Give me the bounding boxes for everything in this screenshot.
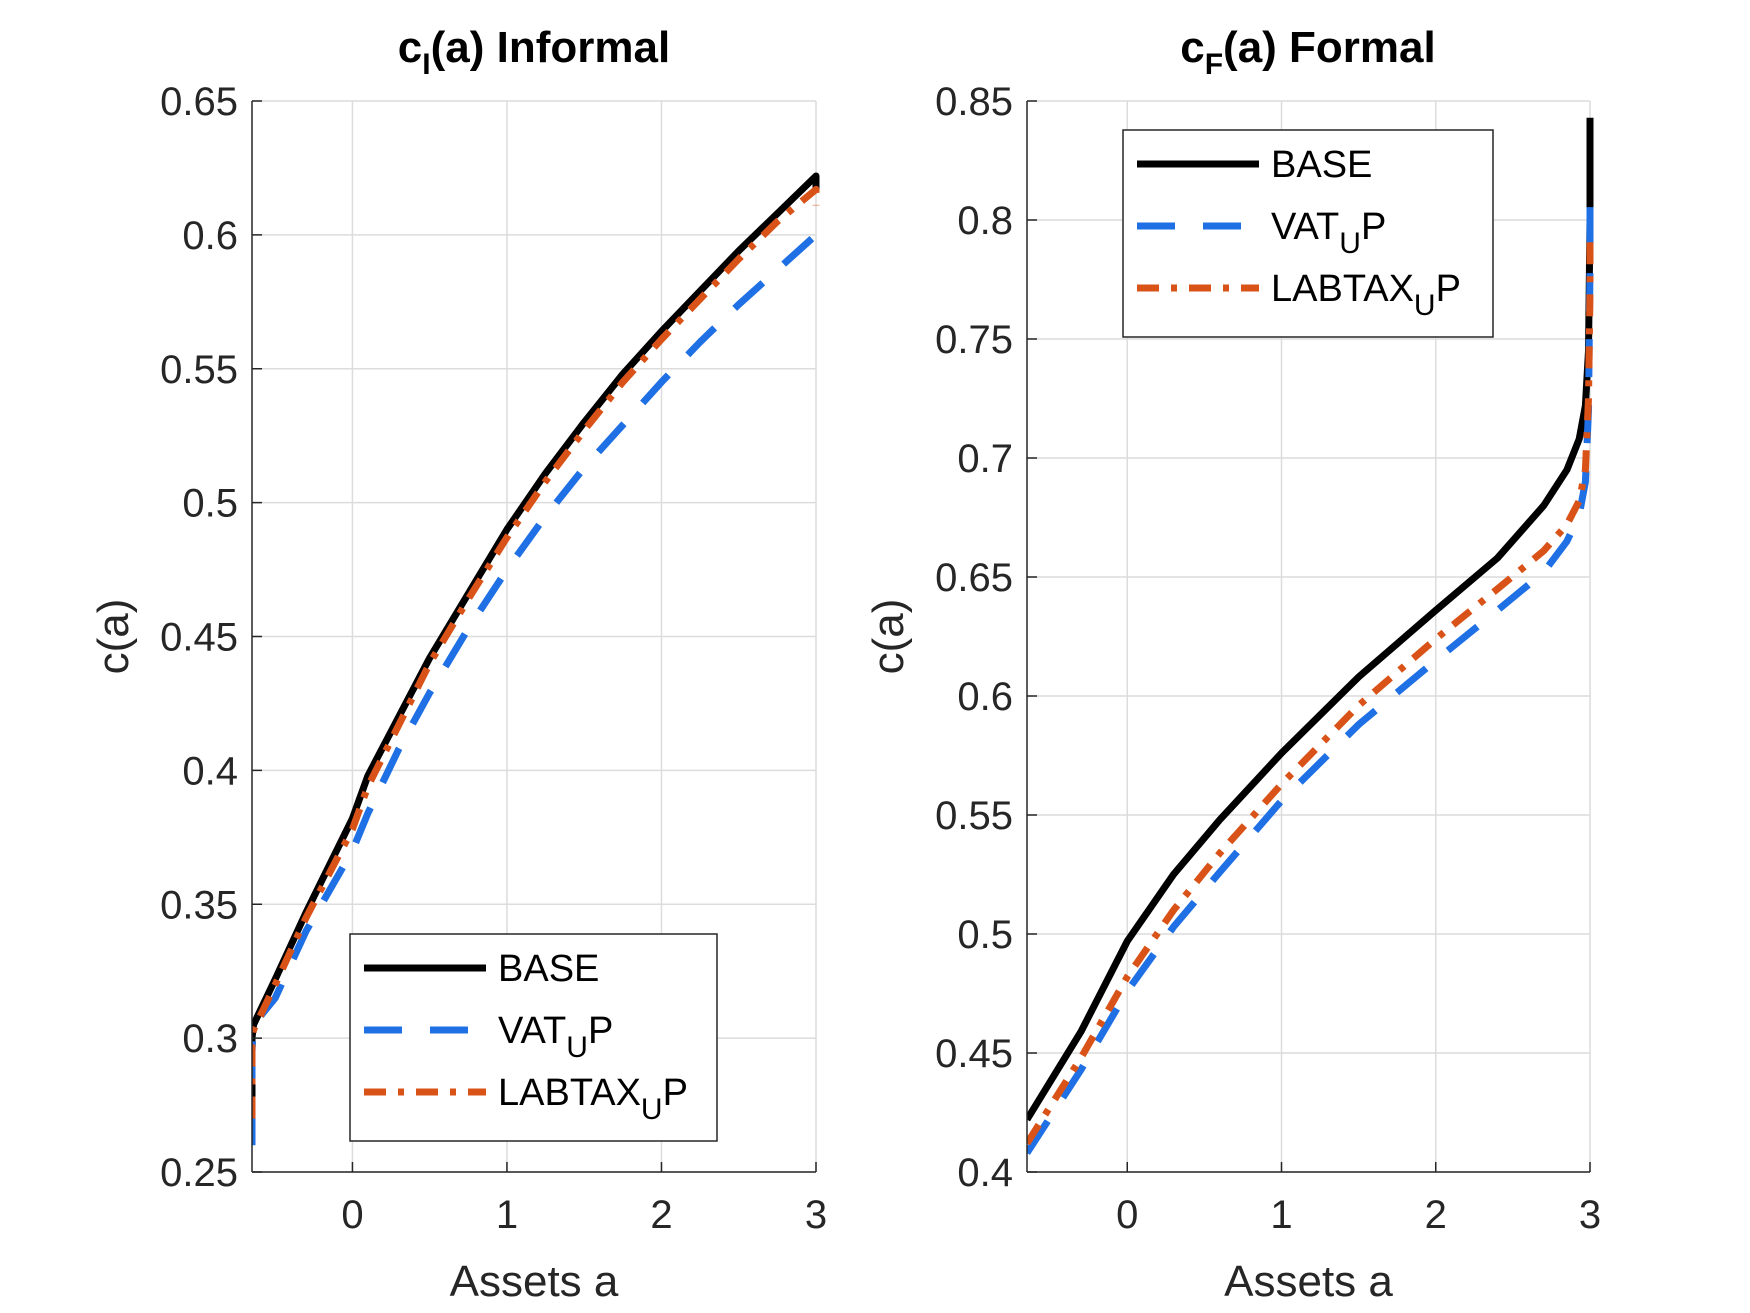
y-tick-label: 0.55 (935, 794, 1013, 838)
legend-entry-labtaxup: LABTAXUP (498, 1072, 688, 1126)
x-tick-label: 0 (1116, 1193, 1138, 1237)
chart-title-main: c (1180, 23, 1204, 72)
legend-entry-main: VAT (1271, 206, 1339, 248)
legend-entry-main: LABTAX (498, 1072, 641, 1114)
y-axis-label: c(a) (864, 599, 913, 675)
x-tick-label: 1 (496, 1193, 518, 1237)
y-tick-label: 0.25 (160, 1151, 238, 1195)
legend-entry-subscript: U (641, 1093, 663, 1126)
legend-entry-vatup: VATUP (498, 1010, 613, 1064)
legend-entry-main: BASE (1271, 144, 1372, 186)
legend-entry-rest: P (1361, 206, 1386, 248)
x-tick-label: 1 (1270, 1193, 1292, 1237)
y-tick-label: 0.35 (160, 883, 238, 927)
y-tick-label: 0.3 (182, 1017, 238, 1061)
x-tick-label: 3 (1579, 1193, 1601, 1237)
legend-entry-base: BASE (1271, 144, 1372, 186)
y-tick-label: 0.4 (957, 1151, 1013, 1195)
x-axis-label: Assets a (450, 1257, 619, 1306)
y-tick-label: 0.6 (182, 214, 238, 258)
y-tick-label: 0.4 (182, 749, 238, 793)
legend-entry-base: BASE (498, 948, 599, 990)
x-tick-label: 2 (650, 1193, 672, 1237)
chart-informal: 0.25 0.3 0.35 0.4 0.45 0.5 0.55 0.6 0.65 0 1 2 3 Asse… (89, 23, 827, 1306)
legend-entry-subscript: U (1414, 289, 1436, 322)
y-tick-label: 0.5 (182, 482, 238, 526)
chart-title-rest: (a) Formal (1223, 23, 1436, 72)
chart-formal: 0.4 0.45 0.5 0.55 0.6 0.65 0.7 0.75 0.8 0.85 0 1 2 3 A… (864, 23, 1601, 1306)
legend-entry-subscript: U (566, 1031, 588, 1064)
chart-title: cF(a) Formal (1180, 23, 1436, 81)
legend-entry-rest: P (1436, 268, 1461, 310)
legend-entry-rest: P (663, 1072, 688, 1114)
legend-entry-labtaxup: LABTAXUP (1271, 268, 1461, 322)
x-tick-label: 0 (341, 1193, 363, 1237)
series-line-vatup (1027, 184, 1594, 1155)
x-tick-label: 3 (805, 1193, 827, 1237)
chart-title: cI(a) Informal (398, 23, 670, 81)
series-line-vatup (252, 231, 820, 1146)
legend-entry-main: LABTAX (1271, 268, 1414, 310)
y-tick-label: 0.65 (160, 80, 238, 124)
legend-entry-main: VAT (498, 1010, 566, 1052)
legend-entry-rest: P (588, 1010, 613, 1052)
chart-title-subscript: I (422, 48, 430, 81)
series-group (1027, 117, 1594, 1155)
y-tick-label: 0.7 (957, 437, 1013, 481)
y-tick-label: 0.65 (935, 556, 1013, 600)
y-tick-label: 0.8 (957, 199, 1013, 243)
series-line-labtaxup (1027, 231, 1594, 1146)
chart-title-subscript: F (1205, 48, 1223, 81)
y-tick-label: 0.75 (935, 318, 1013, 362)
x-axis-label: Assets a (1224, 1257, 1393, 1306)
series-line-labtaxup (252, 185, 820, 1119)
legend-entry-vatup: VATUP (1271, 206, 1386, 260)
y-tick-label: 0.85 (935, 80, 1013, 124)
series-group (252, 172, 820, 1146)
legend-entry-subscript: U (1339, 227, 1361, 260)
y-tick-label: 0.6 (957, 675, 1013, 719)
legend-entry-main: BASE (498, 948, 599, 990)
y-tick-label: 0.45 (935, 1032, 1013, 1076)
chart-title-main: c (398, 23, 422, 72)
y-tick-label: 0.45 (160, 616, 238, 660)
chart-title-rest: (a) Informal (431, 23, 671, 72)
y-axis-label: c(a) (89, 599, 138, 675)
y-tick-label: 0.5 (957, 913, 1013, 957)
series-line-base (1027, 117, 1594, 1122)
x-tick-label: 2 (1425, 1193, 1447, 1237)
y-tick-label: 0.55 (160, 348, 238, 392)
